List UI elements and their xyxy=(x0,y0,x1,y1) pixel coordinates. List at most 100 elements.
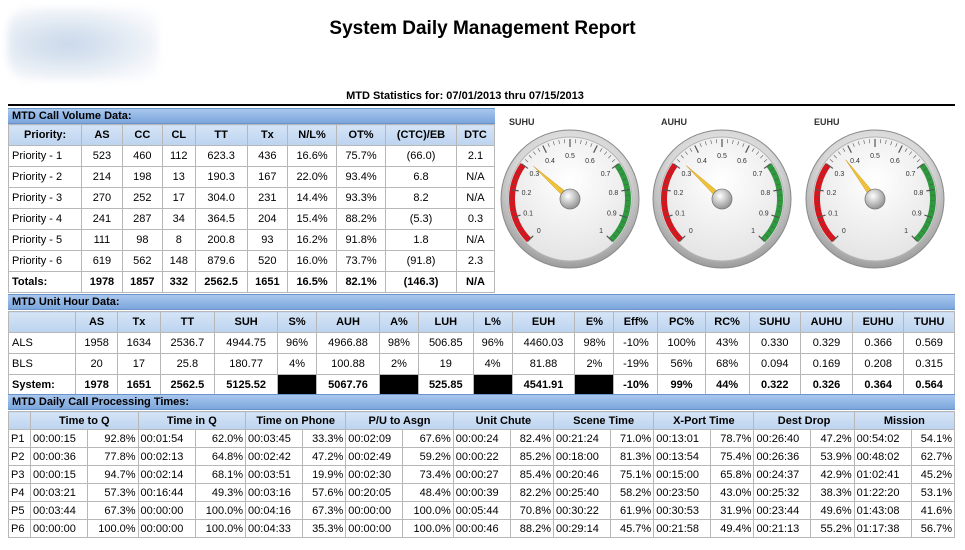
column-header xyxy=(8,311,76,333)
gauge-tick-label: 0.9 xyxy=(607,211,617,218)
table-cell: 100.0% xyxy=(194,519,247,538)
table-cell: 56.7% xyxy=(910,519,956,538)
table-cell: 00:03:16 xyxy=(245,483,304,502)
gauge-tick xyxy=(616,230,620,233)
gauge-tick xyxy=(817,214,826,219)
table-cell: 0.169 xyxy=(799,353,854,375)
table-cell: 00:26:36 xyxy=(753,447,812,466)
table-cell: 364.5 xyxy=(194,208,248,230)
table-cell: 17 xyxy=(117,353,161,375)
gauge-tick xyxy=(842,148,846,152)
gauge-tick xyxy=(621,189,630,192)
gauge-tick-label: 0.4 xyxy=(850,158,860,165)
gauge-tick xyxy=(524,159,529,163)
gauge-tick xyxy=(593,145,598,153)
gauge-tick xyxy=(606,235,613,242)
gauge-tick xyxy=(737,141,740,146)
table-cell: 73.4% xyxy=(402,465,454,484)
table-cell: 25.8 xyxy=(159,353,216,375)
table-cell: 2% xyxy=(378,353,419,375)
column-header: AS xyxy=(81,124,123,146)
table-cell: 00:30:53 xyxy=(653,501,712,520)
gauge-tick-label: 0.2 xyxy=(674,190,684,197)
gauge-tick xyxy=(528,155,532,159)
gauge-tick xyxy=(927,178,932,181)
table-cell: 20 xyxy=(74,353,119,375)
table-cell: 00:05:44 xyxy=(452,501,511,520)
gauge-tick xyxy=(921,230,925,233)
table-cell: 00:25:40 xyxy=(552,483,612,502)
table-row: P6 00:00:00 100.0% 00:00:00 100.0% 00:04:33 35… xyxy=(7,519,956,538)
gauge-red-band xyxy=(661,163,684,243)
table-cell: -10% xyxy=(613,332,659,354)
table-cell: 100.0% xyxy=(402,519,454,538)
gauge-tick-label: 0.3 xyxy=(835,171,845,178)
gauge-tick xyxy=(537,148,541,152)
gauge-tick xyxy=(694,145,699,153)
table-cell: 167 xyxy=(246,166,289,188)
gauge-tick xyxy=(885,140,887,145)
gauge-tick-label: 0.1 xyxy=(675,211,685,218)
gauge-tick-label: 0.4 xyxy=(697,158,707,165)
redacted-cell xyxy=(574,374,615,396)
table-cell: 00:02:14 xyxy=(137,465,196,484)
processing-times-section-header: MTD Daily Call Processing Times: xyxy=(8,394,955,410)
gauge-tick xyxy=(666,220,671,224)
table-cell: 2562.5 xyxy=(159,374,216,396)
table-row: P5 00:03:44 67.3% 00:00:00 100.0% 00:04:16 67.… xyxy=(7,501,956,520)
gauge-tick-label: 0.5 xyxy=(717,153,727,160)
table-cell: 00:26:40 xyxy=(753,429,812,448)
table-cell: 47.2% xyxy=(810,429,855,448)
table-cell: 4966.88 xyxy=(316,332,380,354)
table-cell: (5.3) xyxy=(385,208,457,230)
gauge-panel: 0 0.1 0.2 0.3 0.4 0.5 0.6 0.7 0.8 0.9 1 SUHU 0 0.1 0.2… xyxy=(500,117,945,269)
table-cell: 00:00:27 xyxy=(452,465,511,484)
gauge-tick xyxy=(622,178,627,181)
column-header: DTC xyxy=(455,124,496,146)
gauge-tick xyxy=(612,234,617,238)
gauge-tick xyxy=(542,145,547,153)
gauge-tick-label: 0.9 xyxy=(912,211,922,218)
gauge-title: AUHU xyxy=(661,117,687,127)
gauge-tick-label: 1 xyxy=(904,228,908,235)
table-cell: 92.8% xyxy=(87,429,139,448)
table-cell: 45.2% xyxy=(910,465,956,484)
table-cell: 00:30:22 xyxy=(552,501,612,520)
table-cell: N/A xyxy=(455,166,496,188)
gauge-tick xyxy=(776,210,781,213)
column-header: LUH xyxy=(417,311,474,333)
table-cell: 68.1% xyxy=(194,465,247,484)
gauge-tick xyxy=(820,173,825,176)
column-header: EUHU xyxy=(852,311,905,333)
table-cell: 1857 xyxy=(121,271,164,293)
table-cell: 00:20:46 xyxy=(552,465,612,484)
table-cell: 0.366 xyxy=(852,332,905,354)
table-cell: N/A xyxy=(455,271,496,293)
table-cell: 5125.52 xyxy=(214,374,279,396)
column-header: TT xyxy=(159,311,216,333)
table-cell: Priority - 3 xyxy=(7,187,83,209)
column-header: A% xyxy=(378,311,419,333)
table-cell: 00:03:44 xyxy=(30,501,89,520)
table-cell: 180.77 xyxy=(214,353,279,375)
column-header: Time in Q xyxy=(137,411,247,430)
table-cell: 81.88 xyxy=(511,353,576,375)
column-header: X-Port Time xyxy=(653,411,755,430)
gauge-hub xyxy=(559,188,581,210)
table-cell: 91.8% xyxy=(336,229,387,251)
table-cell: P1 xyxy=(7,429,32,448)
table-cell: 100.0% xyxy=(402,501,454,520)
table-cell: 00:00:46 xyxy=(452,519,511,538)
gauge-tick-label: 0 xyxy=(842,228,846,235)
table-cell: 0.326 xyxy=(799,374,854,396)
column-header: L% xyxy=(472,311,513,333)
table-row: P1 00:00:15 92.8% 00:01:54 62.0% 00:03:45 33.3… xyxy=(7,429,956,448)
table-cell: 00:15:00 xyxy=(653,465,712,484)
gauge-tick xyxy=(926,189,935,192)
gauge-tick xyxy=(745,145,750,153)
table-cell: 01:22:20 xyxy=(853,483,912,502)
table-cell: -19% xyxy=(613,353,659,375)
table-cell: 71.0% xyxy=(610,429,655,448)
gauge-tick xyxy=(816,183,821,186)
table-cell: 6.8 xyxy=(385,166,457,188)
